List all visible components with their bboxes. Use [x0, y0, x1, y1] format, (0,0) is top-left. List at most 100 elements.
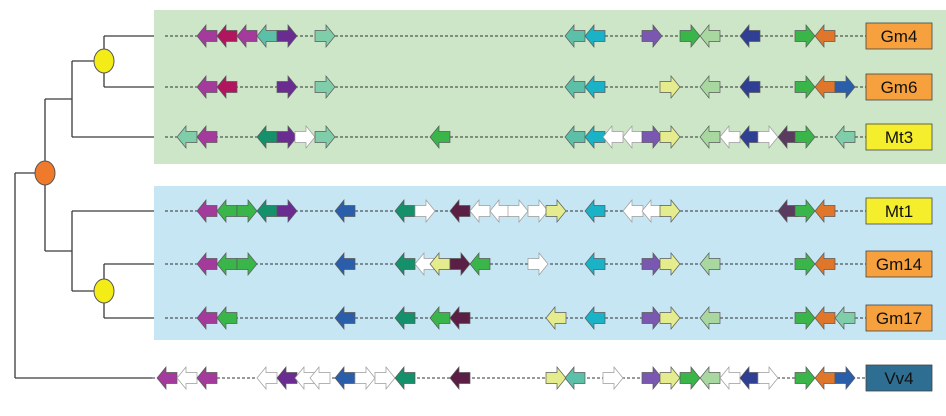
gene-arrow-white	[256, 366, 278, 390]
gene-arrow-mint	[176, 125, 198, 149]
gene-arrow-white	[757, 366, 779, 390]
gene-arrow-cyan	[584, 125, 606, 149]
gene-arrow-teal	[564, 366, 586, 390]
gene-arrow-lightgreen	[699, 24, 721, 48]
gene-arrow-green	[216, 199, 238, 223]
gene-arrow-cyan	[584, 75, 606, 99]
gene-arrow-paleyellow	[659, 199, 681, 223]
gene-arrow-violet	[641, 306, 663, 330]
gene-arrow-blue	[334, 306, 356, 330]
gene-arrow-green	[794, 366, 816, 390]
gene-arrow-paleyellow	[659, 252, 681, 276]
gene-arrow-white	[294, 125, 316, 149]
gene-arrow-green	[679, 24, 701, 48]
gene-arrow-teal	[256, 24, 278, 48]
gene-arrow-maroon	[449, 306, 471, 330]
gene-arrow-white	[469, 199, 491, 223]
gene-arrow-white	[527, 199, 549, 223]
gene-arrow-lightgreen	[699, 252, 721, 276]
gene-arrow-violet	[641, 366, 663, 390]
gene-arrow-magenta	[196, 199, 218, 223]
gene-arrow-white	[414, 199, 436, 223]
gene-arrow-lightgreen	[699, 125, 721, 149]
gene-arrow-crimson	[216, 24, 238, 48]
cluster-label-box	[865, 22, 933, 50]
gene-arrow-blue	[334, 199, 356, 223]
tree-node	[93, 48, 115, 74]
gene-arrow-mint	[834, 125, 856, 149]
gene-cluster-row	[165, 24, 866, 48]
cluster-label-text: Gm6	[881, 78, 918, 97]
gene-arrow-darkgreen	[394, 252, 416, 276]
gene-arrow-green	[794, 199, 816, 223]
gene-arrow-paleyellow	[545, 366, 567, 390]
cluster-label-text: Gm14	[876, 255, 922, 274]
gene-arrow-teal	[564, 125, 586, 149]
gene-arrow-navy	[739, 75, 761, 99]
gene-arrow-paleyellow	[659, 125, 681, 149]
cluster-label-text: Mt3	[885, 128, 913, 147]
gene-arrow-green	[216, 252, 238, 276]
gene-arrow-darkgreen	[256, 125, 278, 149]
gene-arrow-darkgreen	[394, 366, 416, 390]
gene-arrow-green	[794, 125, 816, 149]
gene-arrow-green	[236, 252, 258, 276]
gene-arrow-white	[176, 366, 198, 390]
gene-arrow-green	[679, 366, 701, 390]
gene-arrow-purple	[276, 125, 298, 149]
gene-arrow-purple	[276, 24, 298, 48]
cluster-label: Mt1	[865, 197, 933, 225]
gene-arrow-lightgreen	[699, 306, 721, 330]
cluster-label-box	[865, 197, 933, 225]
gene-arrow-blue	[334, 366, 356, 390]
gene-cluster-row	[165, 306, 866, 330]
gene-arrow-cyan	[584, 199, 606, 223]
cluster-label-box	[865, 73, 933, 101]
gene-arrow-maroon	[449, 199, 471, 223]
gene-arrow-magenta	[196, 24, 218, 48]
gene-arrow-white	[507, 199, 529, 223]
cluster-label: Gm4	[865, 22, 933, 50]
gene-arrow-paleyellow	[659, 366, 681, 390]
gene-arrow-green	[429, 306, 451, 330]
gene-arrow-maroon	[449, 366, 471, 390]
cluster-label: Gm6	[865, 73, 933, 101]
gene-arrow-blue	[834, 75, 856, 99]
gene-arrow-white	[719, 125, 741, 149]
gene-arrow-green	[794, 75, 816, 99]
gene-arrow-orange	[814, 199, 836, 223]
gene-arrow-magenta	[196, 125, 218, 149]
gene-arrow-white	[602, 125, 624, 149]
gene-arrow-lightgreen	[699, 366, 721, 390]
gene-cluster-row	[165, 125, 866, 149]
gene-arrow-orange	[814, 366, 836, 390]
gene-arrow-navy	[739, 24, 761, 48]
gene-arrow-magenta	[156, 366, 178, 390]
gene-arrow-paleyellow	[545, 306, 567, 330]
tree-node-root	[34, 160, 56, 186]
cluster-label: Gm17	[865, 304, 933, 332]
cluster-label: Gm14	[865, 250, 933, 278]
gene-arrow-magenta	[196, 75, 218, 99]
cluster-label-box	[865, 123, 933, 151]
gene-cluster-row	[165, 75, 866, 99]
gene-arrow-mint	[834, 306, 856, 330]
gene-arrow-cyan	[584, 24, 606, 48]
gene-arrow-darkgreen	[394, 199, 416, 223]
tree-node	[93, 278, 115, 304]
gene-arrow-maroon	[449, 252, 471, 276]
gene-arrow-green	[216, 306, 238, 330]
cluster-label-text: Mt1	[885, 202, 913, 221]
gene-arrow-orange	[814, 306, 836, 330]
gene-arrow-purple	[276, 199, 298, 223]
gene-arrow-paleyellow	[429, 252, 451, 276]
gene-arrow-orange	[814, 24, 836, 48]
gene-arrow-purple	[276, 366, 298, 390]
gene-arrow-purple	[276, 75, 298, 99]
gene-arrow-white	[622, 125, 644, 149]
gene-arrow-lightgreen	[699, 75, 721, 99]
gene-arrow-white	[309, 366, 331, 390]
gene-arrow-magenta	[196, 252, 218, 276]
phylogenetic-tree	[14, 35, 154, 379]
